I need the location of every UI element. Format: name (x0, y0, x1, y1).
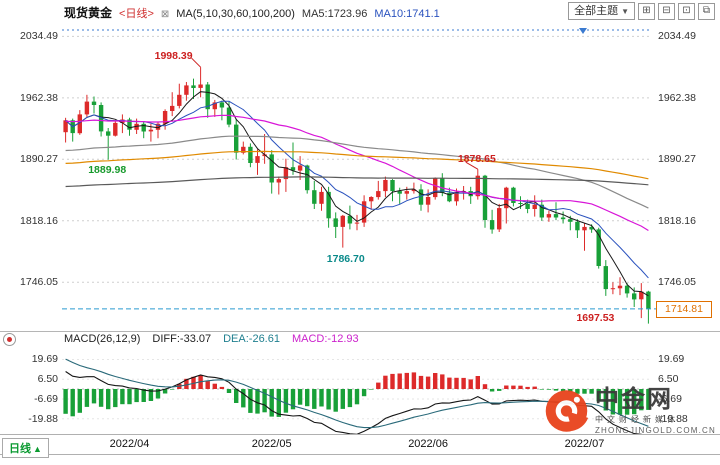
watermark-subtitle: 中文财经新媒体 (594, 415, 679, 424)
x-axis-label: 2022/06 (408, 438, 448, 450)
ma10-value: MA10:1741.1 (374, 7, 440, 20)
x-axis-label: 2022/04 (109, 438, 150, 450)
macd-header: MACD(26,12,9) DIFF:-33.07 DEA:-26.61 MAC… (64, 333, 359, 345)
ma5-value: MA5:1723.96 (301, 7, 368, 20)
zhongjin-logo-icon (545, 390, 589, 432)
window-controls: 全部主题 ▼ ⊞ ⊟ ⊡ ⧉ (568, 2, 715, 20)
horizontal-split-icon[interactable]: ⊟ (658, 2, 675, 20)
watermark-name: 中金网 (594, 386, 673, 413)
timeframe-tab[interactable]: 日线 ▲ (2, 438, 49, 458)
zhongjin-watermark: 中金网 中文财经新媒体 ZHONGJINGOLD.COM.CN (544, 382, 716, 440)
watermark-url: ZHONGJINGOLD.COM.CN (594, 426, 716, 435)
symbol-title: 现货黄金 (64, 5, 113, 20)
chevron-up-icon: ▲ (33, 444, 42, 454)
themes-dropdown[interactable]: 全部主题 ▼ (568, 2, 635, 20)
x-axis-label: 2022/05 (251, 438, 292, 450)
current-price-tag: 1714.81 (656, 300, 712, 318)
themes-dropdown-label: 全部主题 (574, 5, 619, 17)
x-axis-label: 2022/07 (564, 438, 605, 450)
timeframe-tab-label: 日线 (9, 443, 31, 455)
macd-diff-value: DIFF:-33.07 (152, 333, 212, 345)
cascade-windows-icon[interactable]: ⧉ (698, 2, 715, 20)
macd-macd-value: MACD:-12.93 (291, 333, 359, 345)
macd-panel-toggle-icon[interactable] (3, 333, 16, 346)
ma-indicator-label: MA(5,10,30,60,100,200) (176, 7, 295, 20)
macd-dea-value: DEA:-26.61 (223, 333, 280, 345)
ma-settings-icon[interactable]: ⊠ (160, 8, 170, 20)
single-pane-icon[interactable]: ⊡ (678, 2, 695, 20)
macd-indicator-label: MACD(26,12,9) (64, 333, 141, 345)
panel-divider (0, 331, 720, 332)
chevron-down-icon: ▼ (621, 7, 629, 16)
grid-layout-icon[interactable]: ⊞ (638, 2, 655, 20)
timeframe-label: <日线> (119, 7, 154, 20)
x-axis-strip[interactable]: 2022/04 2022/05 2022/06 2022/07 (0, 434, 720, 455)
